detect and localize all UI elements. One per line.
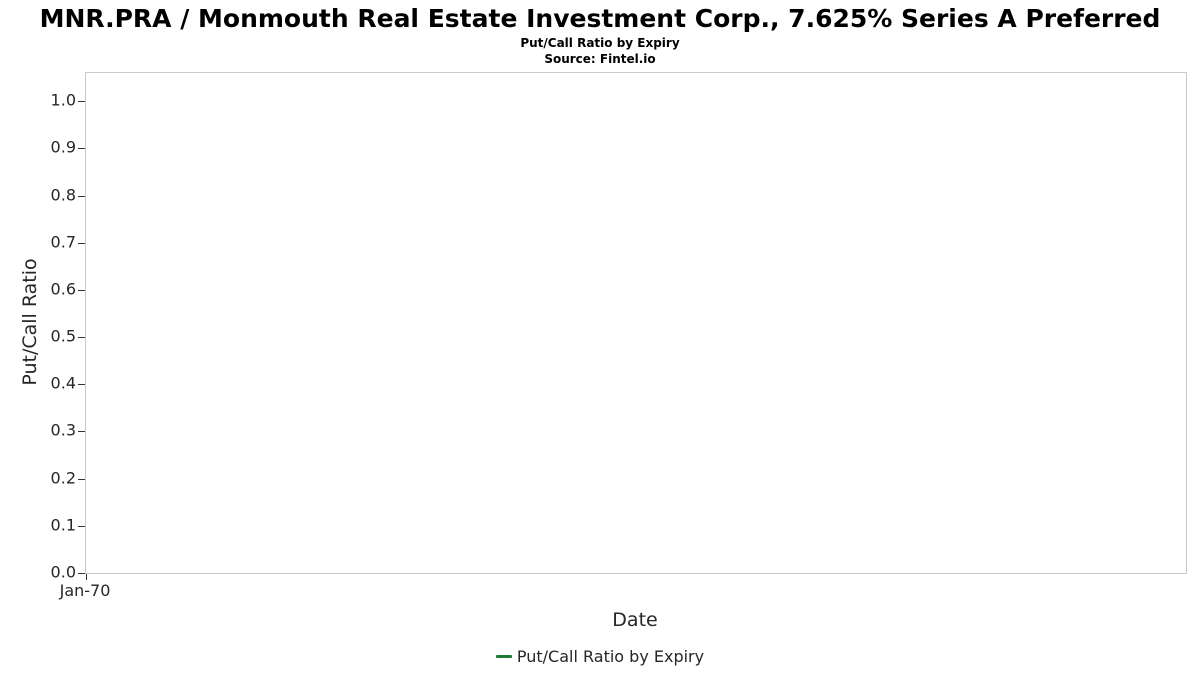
y-tick-mark [78, 289, 85, 291]
legend-item: Put/Call Ratio by Expiry [495, 647, 705, 666]
chart-title: MNR.PRA / Monmouth Real Estate Investmen… [39, 4, 1161, 33]
y-tick-mark [78, 573, 85, 574]
y-tick-label: 0.1 [50, 515, 76, 535]
chart-source-label: Source: Fintel.io [544, 52, 656, 66]
y-tick-label: 0.0 [50, 562, 76, 582]
y-tick-mark [78, 431, 85, 433]
y-tick-mark [78, 525, 85, 527]
line-series-marker-icon [495, 655, 512, 658]
y-tick-mark [78, 101, 85, 103]
y-tick-mark [78, 148, 85, 150]
x-axis-label: Date [612, 609, 658, 631]
y-tick-label: 0.9 [50, 137, 76, 157]
y-tick-mark [78, 195, 85, 197]
y-tick-mark [78, 384, 85, 386]
y-tick-label: 0.6 [50, 279, 76, 299]
legend-label: Put/Call Ratio by Expiry [516, 647, 705, 666]
y-tick-label: 1.0 [50, 90, 76, 110]
y-tick-mark [78, 242, 85, 244]
y-tick-label: 0.5 [50, 326, 76, 346]
x-tick-mark [86, 574, 87, 580]
y-tick-label: 0.4 [50, 373, 76, 393]
y-tick-mark [78, 478, 85, 480]
plot-area [78, 72, 1187, 580]
y-tick-container: 0.0 0.1 0.2 0.3 0.4 0.5 0.6 0.7 0.8 0.9 1.0 [0, 72, 76, 582]
y-tick-label: 0.7 [50, 232, 76, 252]
chart-legend: Put/Call Ratio by Expiry [0, 647, 1200, 666]
x-tick-label: Jan-70 [59, 581, 111, 600]
y-tick-label: 0.2 [50, 468, 76, 488]
chart-subtitle: Put/Call Ratio by Expiry [520, 36, 680, 50]
y-tick-label: 0.8 [50, 185, 76, 205]
y-tick-label: 0.3 [50, 420, 76, 440]
y-tick-mark [78, 337, 85, 339]
